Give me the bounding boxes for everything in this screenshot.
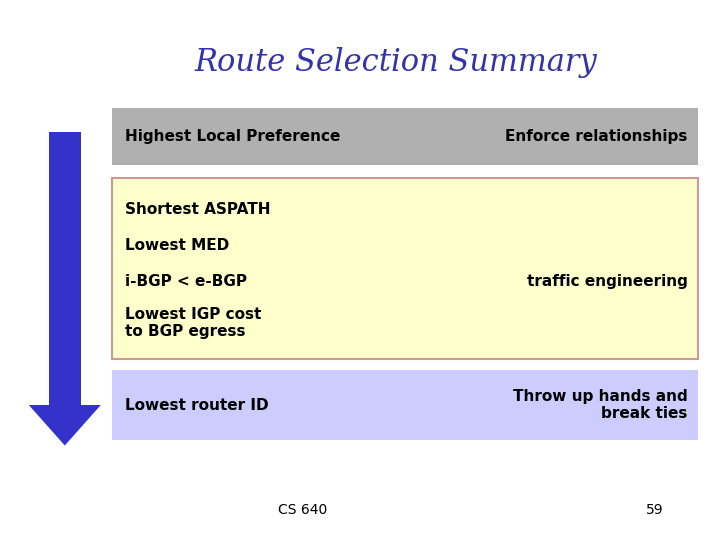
Bar — [112, 178, 698, 359]
Text: CS 640: CS 640 — [278, 503, 327, 517]
Text: Throw up hands and
break ties: Throw up hands and break ties — [513, 389, 688, 421]
Bar — [49, 132, 81, 405]
Text: 59: 59 — [647, 503, 664, 517]
Text: Lowest router ID: Lowest router ID — [125, 397, 268, 413]
Polygon shape — [29, 405, 101, 446]
Text: Enforce relationships: Enforce relationships — [505, 129, 688, 144]
Text: Lowest MED: Lowest MED — [125, 238, 229, 253]
Text: Lowest IGP cost
to BGP egress: Lowest IGP cost to BGP egress — [125, 307, 261, 339]
Text: traffic engineering: traffic engineering — [527, 274, 688, 289]
Text: Shortest ASPATH: Shortest ASPATH — [125, 202, 270, 217]
Text: Highest Local Preference: Highest Local Preference — [125, 129, 340, 144]
Text: Route Selection Summary: Route Selection Summary — [194, 46, 598, 78]
Bar — [112, 370, 698, 440]
Bar — [112, 108, 698, 165]
Text: i-BGP < e-BGP: i-BGP < e-BGP — [125, 274, 246, 289]
